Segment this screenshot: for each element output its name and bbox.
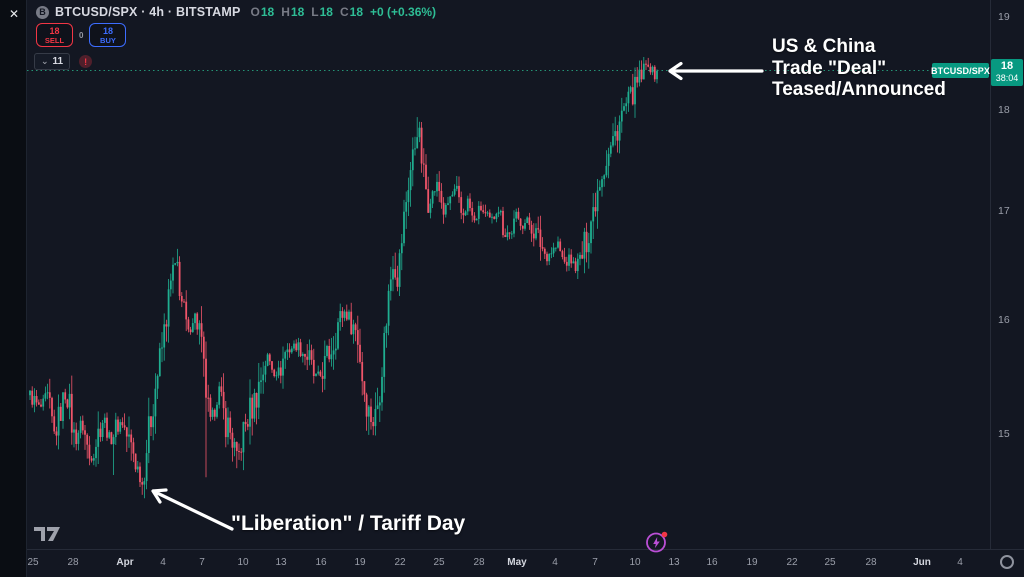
price-tick-16: 16 — [998, 314, 1010, 326]
candlestick-series — [29, 57, 658, 499]
annotation-line: Trade "Deal" — [772, 57, 887, 79]
time-tick-4: 4 — [552, 557, 558, 568]
spread-value: 0 — [79, 30, 84, 40]
buy-button[interactable]: 18 BUY — [89, 23, 127, 47]
annotation-line: US & China — [772, 36, 876, 57]
tradingview-logo[interactable] — [34, 527, 62, 543]
time-tick-4: 4 — [957, 557, 963, 568]
price-tick-18: 18 — [998, 104, 1010, 116]
buy-button-label: BUY — [100, 35, 116, 45]
time-tick-28: 28 — [865, 557, 877, 568]
time-tick-May: May — [507, 557, 527, 568]
trade-deal-annotation[interactable]: US & China Trade "Deal" Teased/Announced — [772, 36, 946, 101]
time-tick-19: 19 — [354, 557, 366, 568]
time-tick-10: 10 — [629, 557, 641, 568]
time-tick-22: 22 — [786, 557, 798, 568]
bitstamp-logo-icon: B — [36, 5, 49, 19]
time-tick-25: 25 — [824, 557, 836, 568]
time-tick-13: 13 — [275, 557, 287, 568]
open-label: O — [250, 5, 260, 19]
boost-lightning-icon[interactable] — [645, 530, 669, 554]
sell-price: 18 — [49, 25, 60, 36]
open-value: 18 — [260, 5, 275, 19]
left-panel-strip: ✕ — [0, 0, 27, 577]
price-axis[interactable]: 19 18 17 16 15 — [990, 0, 1024, 549]
trade-panel: 18 SELL 0 18 BUY — [36, 23, 127, 47]
time-tick-25: 25 — [27, 557, 39, 568]
last-price-label: 18 38:04 — [991, 59, 1023, 86]
trade-deal-arrow[interactable] — [668, 61, 764, 81]
time-tick-7: 7 — [199, 557, 205, 568]
symbol-flag-label: BTCUSD/SPX — [931, 63, 990, 78]
time-tick-7: 7 — [592, 557, 598, 568]
drawings-dropdown[interactable]: ⌄ 11 — [34, 53, 71, 70]
liberation-annotation[interactable]: "Liberation" / Tariff Day — [231, 512, 466, 535]
liberation-arrow[interactable] — [151, 488, 234, 531]
time-tick-4: 4 — [160, 557, 166, 568]
high-label: H — [281, 5, 290, 19]
price-tick-17: 17 — [998, 205, 1010, 217]
object-tree-row: ⌄ 11 ! — [34, 53, 93, 70]
annotation-line: Teased/Announced — [772, 79, 946, 100]
sell-button-label: SELL — [44, 35, 65, 45]
time-tick-25: 25 — [433, 557, 445, 568]
change-value: +0 (+0.36%) — [370, 5, 437, 19]
time-tick-Jun: Jun — [913, 557, 931, 568]
sell-button[interactable]: 18 SELL — [36, 23, 73, 47]
low-value: 18 — [319, 5, 333, 19]
close-value: 18 — [349, 5, 363, 19]
close-icon[interactable]: ✕ — [5, 5, 23, 23]
last-price-value: 18 — [1000, 60, 1014, 72]
time-tick-16: 16 — [706, 557, 718, 568]
time-tick-16: 16 — [315, 557, 327, 568]
drawings-count: 11 — [52, 56, 64, 67]
time-tick-13: 13 — [668, 557, 680, 568]
time-axis[interactable]: 25 28 Apr 4 7 10 13 16 19 22 25 28 May 4 7 10 13 16 19 22 25… — [27, 549, 1024, 577]
alert-icon[interactable]: ! — [79, 55, 93, 68]
low-label: L — [311, 5, 319, 19]
axis-settings-gear-icon[interactable] — [1000, 555, 1014, 569]
time-tick-28: 28 — [473, 557, 485, 568]
high-value: 18 — [290, 5, 305, 19]
time-tick-10: 10 — [237, 557, 249, 568]
time-tick-28: 28 — [67, 557, 79, 568]
price-tick-15: 15 — [998, 428, 1010, 440]
symbol-legend: B BTCUSD/SPX · 4h · BITSTAMP O18 H18 L18… — [36, 4, 436, 20]
ohlc-values: O18 H18 L18 C18 — [251, 5, 370, 19]
price-tick-19: 19 — [998, 11, 1010, 23]
buy-price: 18 — [102, 25, 113, 36]
bar-countdown: 38:04 — [995, 73, 1019, 83]
close-label: C — [339, 5, 349, 19]
symbol-title[interactable]: BTCUSD/SPX · 4h · BITSTAMP — [55, 5, 241, 19]
time-tick-Apr: Apr — [116, 557, 134, 568]
time-tick-19: 19 — [746, 557, 758, 568]
chevron-down-icon: ⌄ — [41, 56, 49, 67]
time-tick-22: 22 — [394, 557, 406, 568]
